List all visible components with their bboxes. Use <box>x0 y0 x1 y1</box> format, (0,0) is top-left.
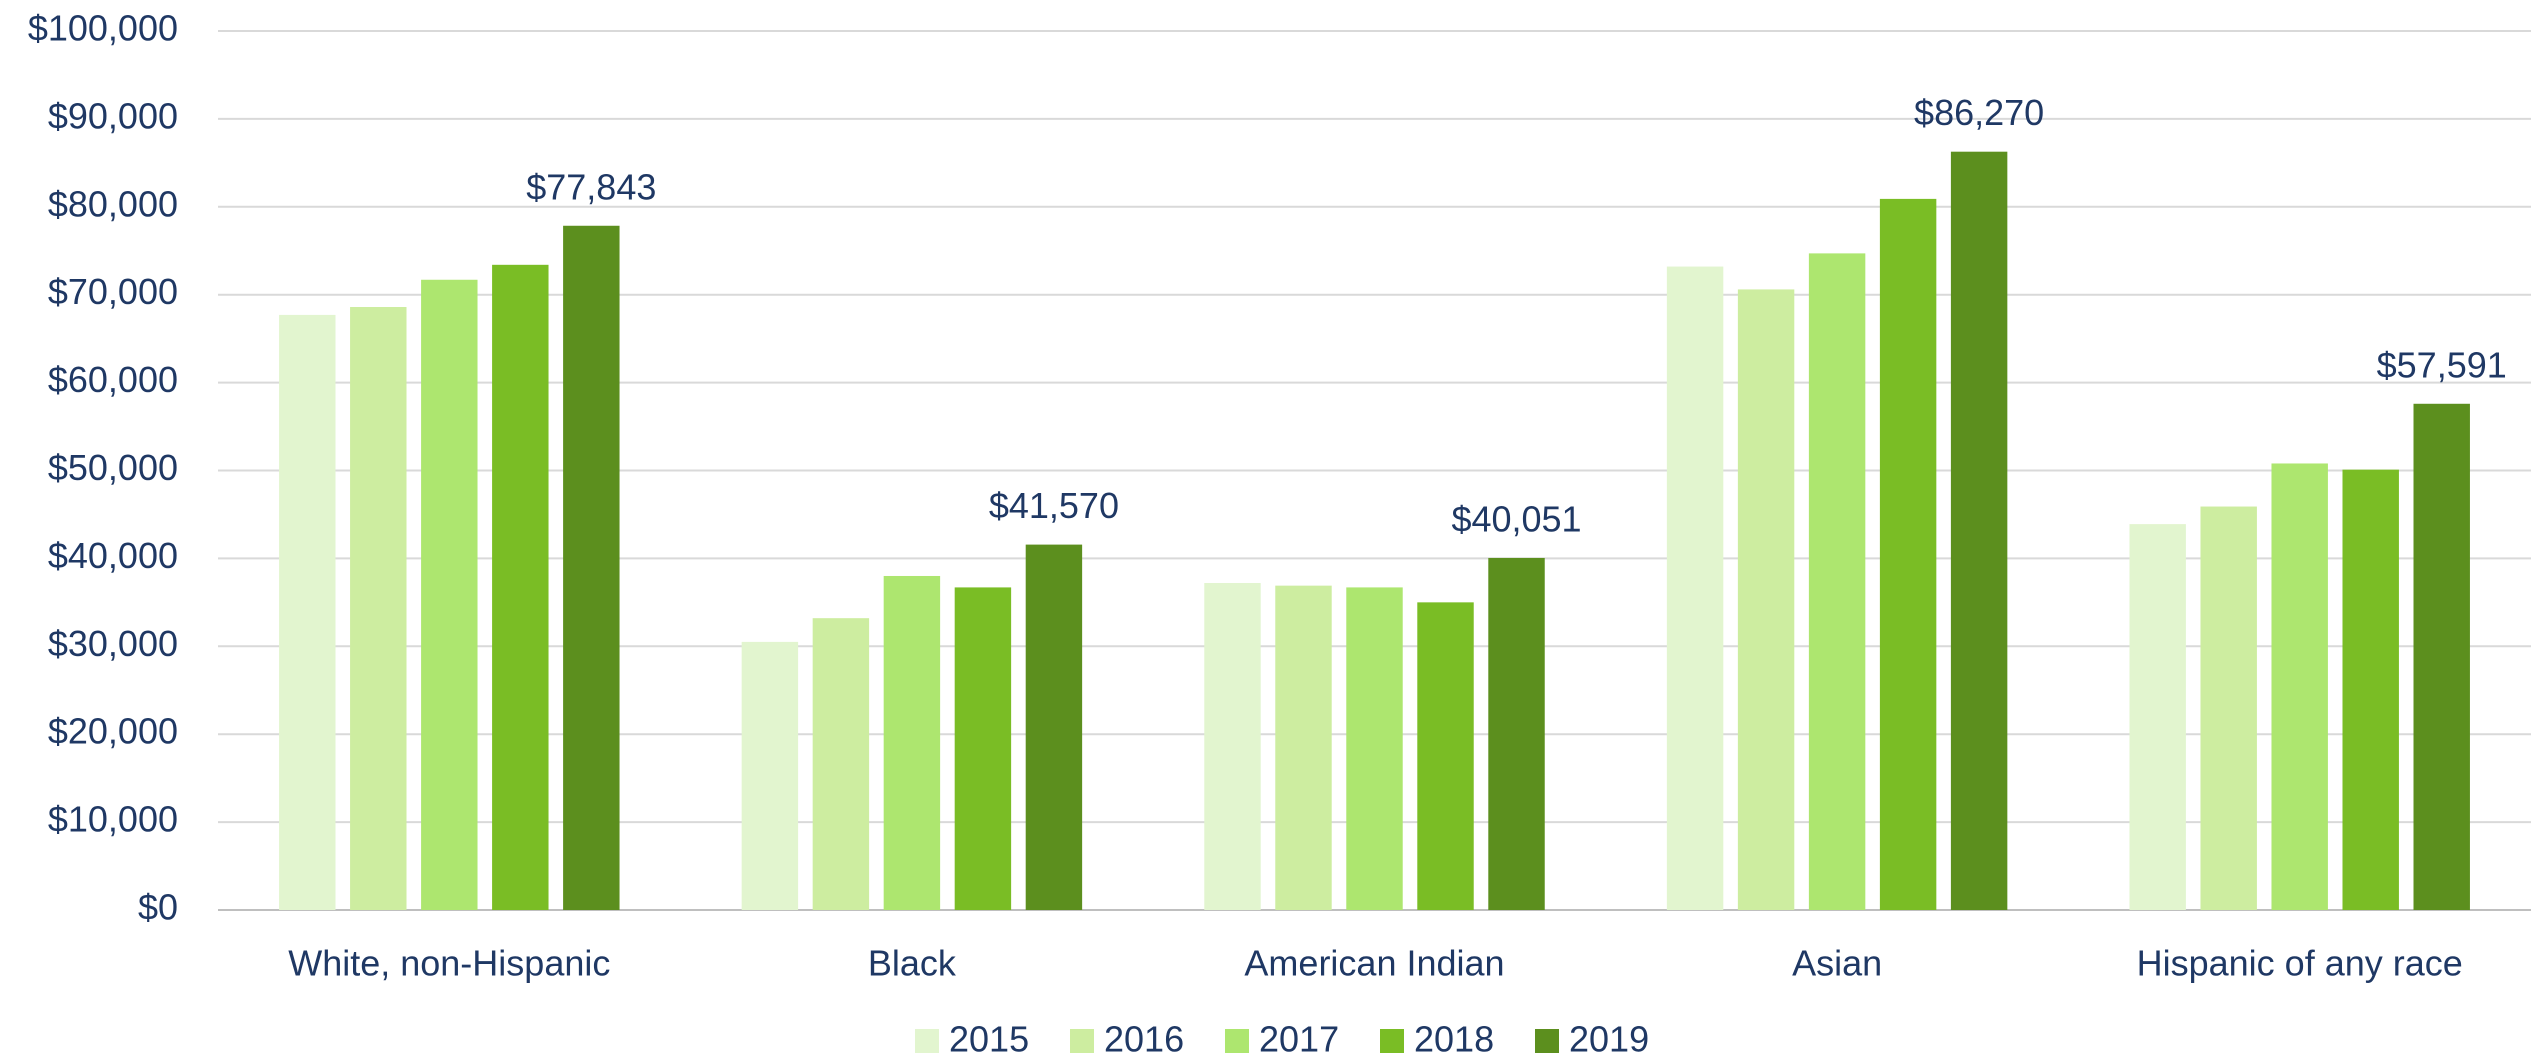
bar <box>812 618 870 910</box>
legend-label: 2017 <box>1259 1019 1339 1060</box>
data-label: $40,051 <box>1451 498 1581 539</box>
legend-label: 2015 <box>949 1019 1029 1060</box>
bar <box>1666 266 1724 910</box>
bar <box>2271 463 2328 910</box>
bar <box>1275 585 1332 910</box>
bar <box>492 264 549 911</box>
legend-label: 2016 <box>1104 1019 1184 1060</box>
bar <box>1737 289 1795 910</box>
y-tick-label: $40,000 <box>48 535 178 576</box>
y-tick-label: $10,000 <box>48 799 178 840</box>
x-tick-label: Hispanic of any race <box>2137 943 2463 984</box>
legend-label: 2018 <box>1414 1019 1494 1060</box>
bar <box>1879 198 1937 910</box>
x-tick-label: Asian <box>1792 943 1882 984</box>
bar <box>883 575 941 910</box>
y-tick-label: $100,000 <box>28 8 178 49</box>
bar <box>279 314 336 910</box>
bar <box>421 279 478 911</box>
legend-label: 2019 <box>1569 1019 1649 1060</box>
data-label: $77,843 <box>526 166 656 207</box>
y-tick-label: $0 <box>138 887 178 928</box>
legend-swatch <box>1380 1029 1404 1053</box>
bar <box>1025 544 1083 910</box>
y-tick-label: $60,000 <box>48 359 178 400</box>
data-label: $57,591 <box>2377 344 2507 385</box>
legend-swatch <box>1225 1029 1249 1053</box>
x-tick-label: American Indian <box>1244 943 1504 984</box>
bar <box>1346 587 1403 910</box>
legend-swatch <box>1070 1029 1094 1053</box>
y-tick-label: $90,000 <box>48 95 178 136</box>
bar <box>954 587 1012 910</box>
bar <box>2129 524 2186 910</box>
bar <box>350 307 407 911</box>
bar <box>563 225 620 911</box>
y-tick-label: $70,000 <box>48 271 178 312</box>
y-tick-label: $50,000 <box>48 447 178 488</box>
bar <box>1204 583 1261 910</box>
bar <box>1417 602 1474 910</box>
bar <box>741 641 799 910</box>
legend-swatch <box>915 1029 939 1053</box>
y-tick-label: $80,000 <box>48 183 178 224</box>
bar <box>2413 403 2470 910</box>
data-label: $41,570 <box>989 485 1119 526</box>
y-tick-label: $30,000 <box>48 623 178 664</box>
data-label: $86,270 <box>1914 92 2044 133</box>
bar <box>2200 506 2257 910</box>
bar <box>1950 151 2008 910</box>
x-tick-label: Black <box>868 943 957 984</box>
legend-swatch <box>1535 1029 1559 1053</box>
x-tick-label: White, non-Hispanic <box>288 943 610 984</box>
bar <box>1808 253 1866 911</box>
y-tick-label: $20,000 <box>48 711 178 752</box>
bar <box>1488 557 1545 910</box>
bar <box>2342 469 2399 910</box>
